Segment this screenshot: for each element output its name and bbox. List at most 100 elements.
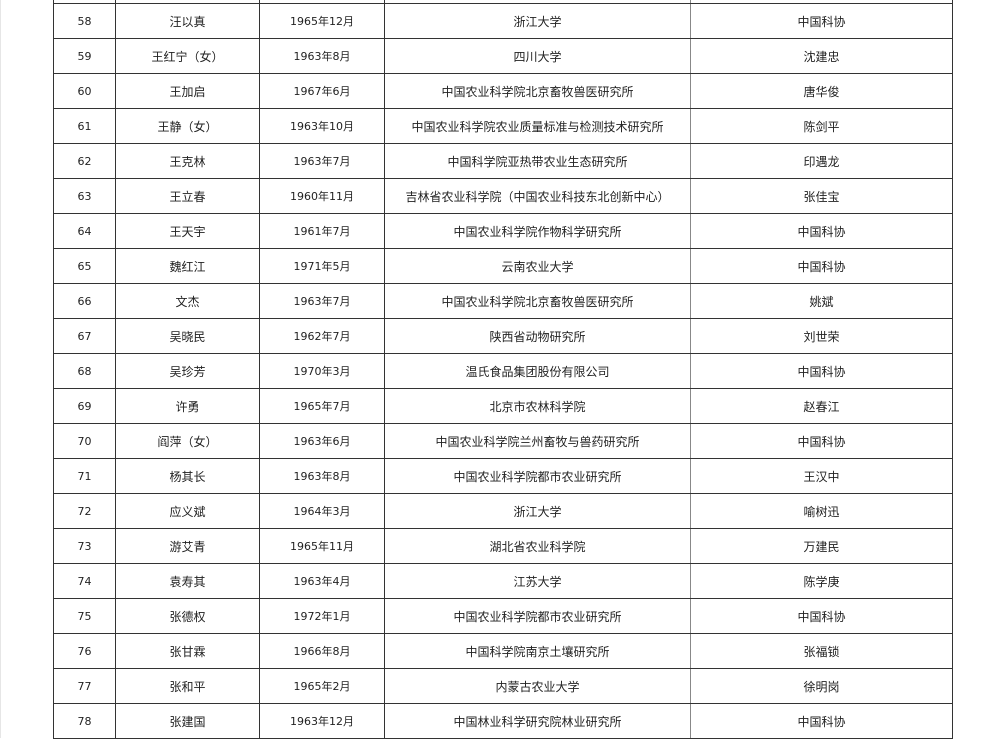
birth-date-cell: 1963年6月 bbox=[259, 423, 385, 459]
name-cell: 吴珍芳 bbox=[115, 353, 260, 389]
organization-cell: 中国农业科学院作物科学研究所 bbox=[384, 213, 691, 249]
table-row: 75 张德权 1972年1月 中国农业科学院都市农业研究所 中国科协 bbox=[53, 598, 953, 634]
organization-cell: 温氏食品集团股份有限公司 bbox=[384, 353, 691, 389]
table-row: 61 王静（女） 1963年10月 中国农业科学院农业质量标准与检测技术研究所 陈剑平 bbox=[53, 108, 953, 144]
name-cell: 张建国 bbox=[115, 703, 260, 739]
organization-cell: 中国农业科学院农业质量标准与检测技术研究所 bbox=[384, 108, 691, 144]
organization-cell: 中国科学院亚热带农业生态研究所 bbox=[384, 143, 691, 179]
birth-date-cell: 1963年12月 bbox=[259, 703, 385, 739]
recommender-cell: 刘世荣 bbox=[690, 318, 953, 354]
row-number: 69 bbox=[53, 388, 116, 424]
recommender-cell: 中国科协 bbox=[690, 703, 953, 739]
table-row: 65 魏红江 1971年5月 云南农业大学 中国科协 bbox=[53, 248, 953, 284]
row-number: 67 bbox=[53, 318, 116, 354]
birth-date-cell: 1965年2月 bbox=[259, 668, 385, 704]
name-cell: 汪以真 bbox=[115, 3, 260, 39]
row-number: 72 bbox=[53, 493, 116, 529]
recommender-cell: 王汉中 bbox=[690, 458, 953, 494]
recommender-cell: 中国科协 bbox=[690, 248, 953, 284]
row-number: 61 bbox=[53, 108, 116, 144]
birth-date-cell: 1964年3月 bbox=[259, 493, 385, 529]
recommender-cell: 喻树迅 bbox=[690, 493, 953, 529]
table-row: 72 应义斌 1964年3月 浙江大学 喻树迅 bbox=[53, 493, 953, 529]
table-row: 68 吴珍芳 1970年3月 温氏食品集团股份有限公司 中国科协 bbox=[53, 353, 953, 389]
organization-cell: 云南农业大学 bbox=[384, 248, 691, 284]
organization-cell: 浙江大学 bbox=[384, 493, 691, 529]
table-row: 69 许勇 1965年7月 北京市农林科学院 赵春江 bbox=[53, 388, 953, 424]
name-cell: 张和平 bbox=[115, 668, 260, 704]
table-row: 70 阎萍（女） 1963年6月 中国农业科学院兰州畜牧与兽药研究所 中国科协 bbox=[53, 423, 953, 459]
recommender-cell: 姚斌 bbox=[690, 283, 953, 319]
name-cell: 袁寿其 bbox=[115, 563, 260, 599]
name-cell: 杨其长 bbox=[115, 458, 260, 494]
organization-cell: 陕西省动物研究所 bbox=[384, 318, 691, 354]
recommender-cell: 赵春江 bbox=[690, 388, 953, 424]
name-cell: 王克林 bbox=[115, 143, 260, 179]
table-row: 78 张建国 1963年12月 中国林业科学研究院林业研究所 中国科协 bbox=[53, 703, 953, 739]
table-row: 77 张和平 1965年2月 内蒙古农业大学 徐明岗 bbox=[53, 668, 953, 704]
name-cell: 文杰 bbox=[115, 283, 260, 319]
name-cell: 魏红江 bbox=[115, 248, 260, 284]
recommender-cell: 中国科协 bbox=[690, 423, 953, 459]
organization-cell: 中国农业科学院北京畜牧兽医研究所 bbox=[384, 73, 691, 109]
row-number: 60 bbox=[53, 73, 116, 109]
birth-date-cell: 1961年7月 bbox=[259, 213, 385, 249]
birth-date-cell: 1962年7月 bbox=[259, 318, 385, 354]
recommender-cell: 陈学庚 bbox=[690, 563, 953, 599]
birth-date-cell: 1971年5月 bbox=[259, 248, 385, 284]
organization-cell: 内蒙古农业大学 bbox=[384, 668, 691, 704]
row-number: 73 bbox=[53, 528, 116, 564]
row-number: 65 bbox=[53, 248, 116, 284]
row-number: 70 bbox=[53, 423, 116, 459]
row-number: 76 bbox=[53, 633, 116, 669]
page-edge bbox=[0, 0, 1, 738]
name-cell: 王静（女） bbox=[115, 108, 260, 144]
birth-date-cell: 1963年7月 bbox=[259, 143, 385, 179]
name-cell: 张甘霖 bbox=[115, 633, 260, 669]
birth-date-cell: 1972年1月 bbox=[259, 598, 385, 634]
name-cell: 王立春 bbox=[115, 178, 260, 214]
recommender-cell: 唐华俊 bbox=[690, 73, 953, 109]
name-cell: 应义斌 bbox=[115, 493, 260, 529]
organization-cell: 四川大学 bbox=[384, 38, 691, 74]
birth-date-cell: 1967年6月 bbox=[259, 73, 385, 109]
row-number: 64 bbox=[53, 213, 116, 249]
organization-cell: 中国农业科学院都市农业研究所 bbox=[384, 598, 691, 634]
organization-cell: 中国农业科学院兰州畜牧与兽药研究所 bbox=[384, 423, 691, 459]
organization-cell: 中国农业科学院都市农业研究所 bbox=[384, 458, 691, 494]
table-row: 64 王天宇 1961年7月 中国农业科学院作物科学研究所 中国科协 bbox=[53, 213, 953, 249]
row-number: 66 bbox=[53, 283, 116, 319]
name-cell: 阎萍（女） bbox=[115, 423, 260, 459]
organization-cell: 浙江大学 bbox=[384, 3, 691, 39]
table-row: 66 文杰 1963年7月 中国农业科学院北京畜牧兽医研究所 姚斌 bbox=[53, 283, 953, 319]
row-number: 74 bbox=[53, 563, 116, 599]
recommender-cell: 沈建忠 bbox=[690, 38, 953, 74]
row-number: 58 bbox=[53, 3, 116, 39]
organization-cell: 中国农业科学院北京畜牧兽医研究所 bbox=[384, 283, 691, 319]
birth-date-cell: 1965年12月 bbox=[259, 3, 385, 39]
recommender-cell: 中国科协 bbox=[690, 3, 953, 39]
birth-date-cell: 1960年11月 bbox=[259, 178, 385, 214]
birth-date-cell: 1965年11月 bbox=[259, 528, 385, 564]
name-cell: 张德权 bbox=[115, 598, 260, 634]
row-number: 78 bbox=[53, 703, 116, 739]
birth-date-cell: 1963年8月 bbox=[259, 38, 385, 74]
birth-date-cell: 1970年3月 bbox=[259, 353, 385, 389]
table-row: 73 游艾青 1965年11月 湖北省农业科学院 万建民 bbox=[53, 528, 953, 564]
recommender-cell: 中国科协 bbox=[690, 598, 953, 634]
organization-cell: 江苏大学 bbox=[384, 563, 691, 599]
birth-date-cell: 1963年8月 bbox=[259, 458, 385, 494]
row-number: 75 bbox=[53, 598, 116, 634]
table-row: 62 王克林 1963年7月 中国科学院亚热带农业生态研究所 印遇龙 bbox=[53, 143, 953, 179]
recommender-cell: 张佳宝 bbox=[690, 178, 953, 214]
recommender-cell: 张福锁 bbox=[690, 633, 953, 669]
birth-date-cell: 1963年10月 bbox=[259, 108, 385, 144]
birth-date-cell: 1963年7月 bbox=[259, 283, 385, 319]
birth-date-cell: 1963年4月 bbox=[259, 563, 385, 599]
row-number: 77 bbox=[53, 668, 116, 704]
table-row: 59 王红宁（女） 1963年8月 四川大学 沈建忠 bbox=[53, 38, 953, 74]
row-number: 62 bbox=[53, 143, 116, 179]
name-cell: 许勇 bbox=[115, 388, 260, 424]
candidate-table: 58 汪以真 1965年12月 浙江大学 中国科协 59 王红宁（女） 1963年8月 四川大学… bbox=[53, 0, 953, 739]
table-row: 67 吴晓民 1962年7月 陕西省动物研究所 刘世荣 bbox=[53, 318, 953, 354]
